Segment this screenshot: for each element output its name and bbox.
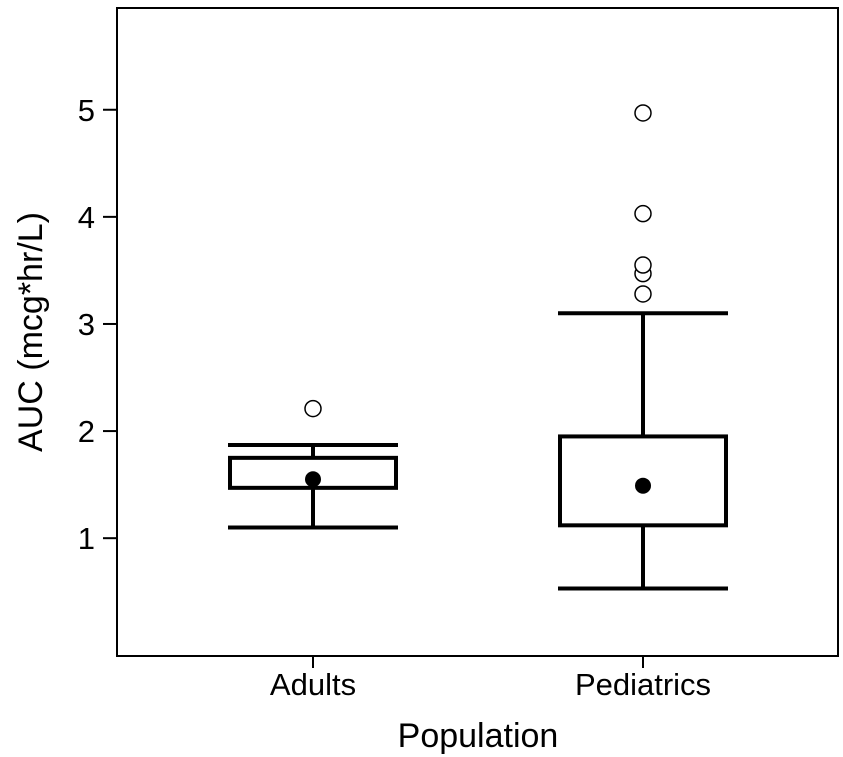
x-axis-title: Population bbox=[398, 717, 559, 755]
y-tick-label: 3 bbox=[78, 307, 95, 342]
y-axis-title: AUC (mcg*hr/L) bbox=[12, 212, 50, 452]
boxes bbox=[228, 104, 728, 591]
y-tick-label: 2 bbox=[78, 414, 95, 449]
outlier-point bbox=[634, 104, 652, 122]
outlier-point bbox=[634, 285, 652, 303]
x-tick-label: Pediatrics bbox=[575, 667, 711, 702]
outlier-point bbox=[634, 256, 652, 274]
x-tick-label: Adults bbox=[270, 667, 356, 702]
outlier-point bbox=[304, 399, 322, 418]
plot-frame bbox=[116, 7, 839, 657]
x-axis: Adults Pediatrics bbox=[270, 656, 711, 702]
y-axis: 1 2 3 4 5 bbox=[78, 93, 117, 556]
box-pediatrics bbox=[558, 104, 728, 591]
y-tick-label: 5 bbox=[78, 93, 95, 128]
y-tick-label: 1 bbox=[78, 521, 95, 556]
y-tick-label: 4 bbox=[78, 200, 95, 235]
center-point bbox=[305, 471, 321, 488]
box-adults bbox=[228, 399, 398, 530]
center-point bbox=[635, 477, 651, 494]
outlier-point bbox=[634, 204, 652, 223]
